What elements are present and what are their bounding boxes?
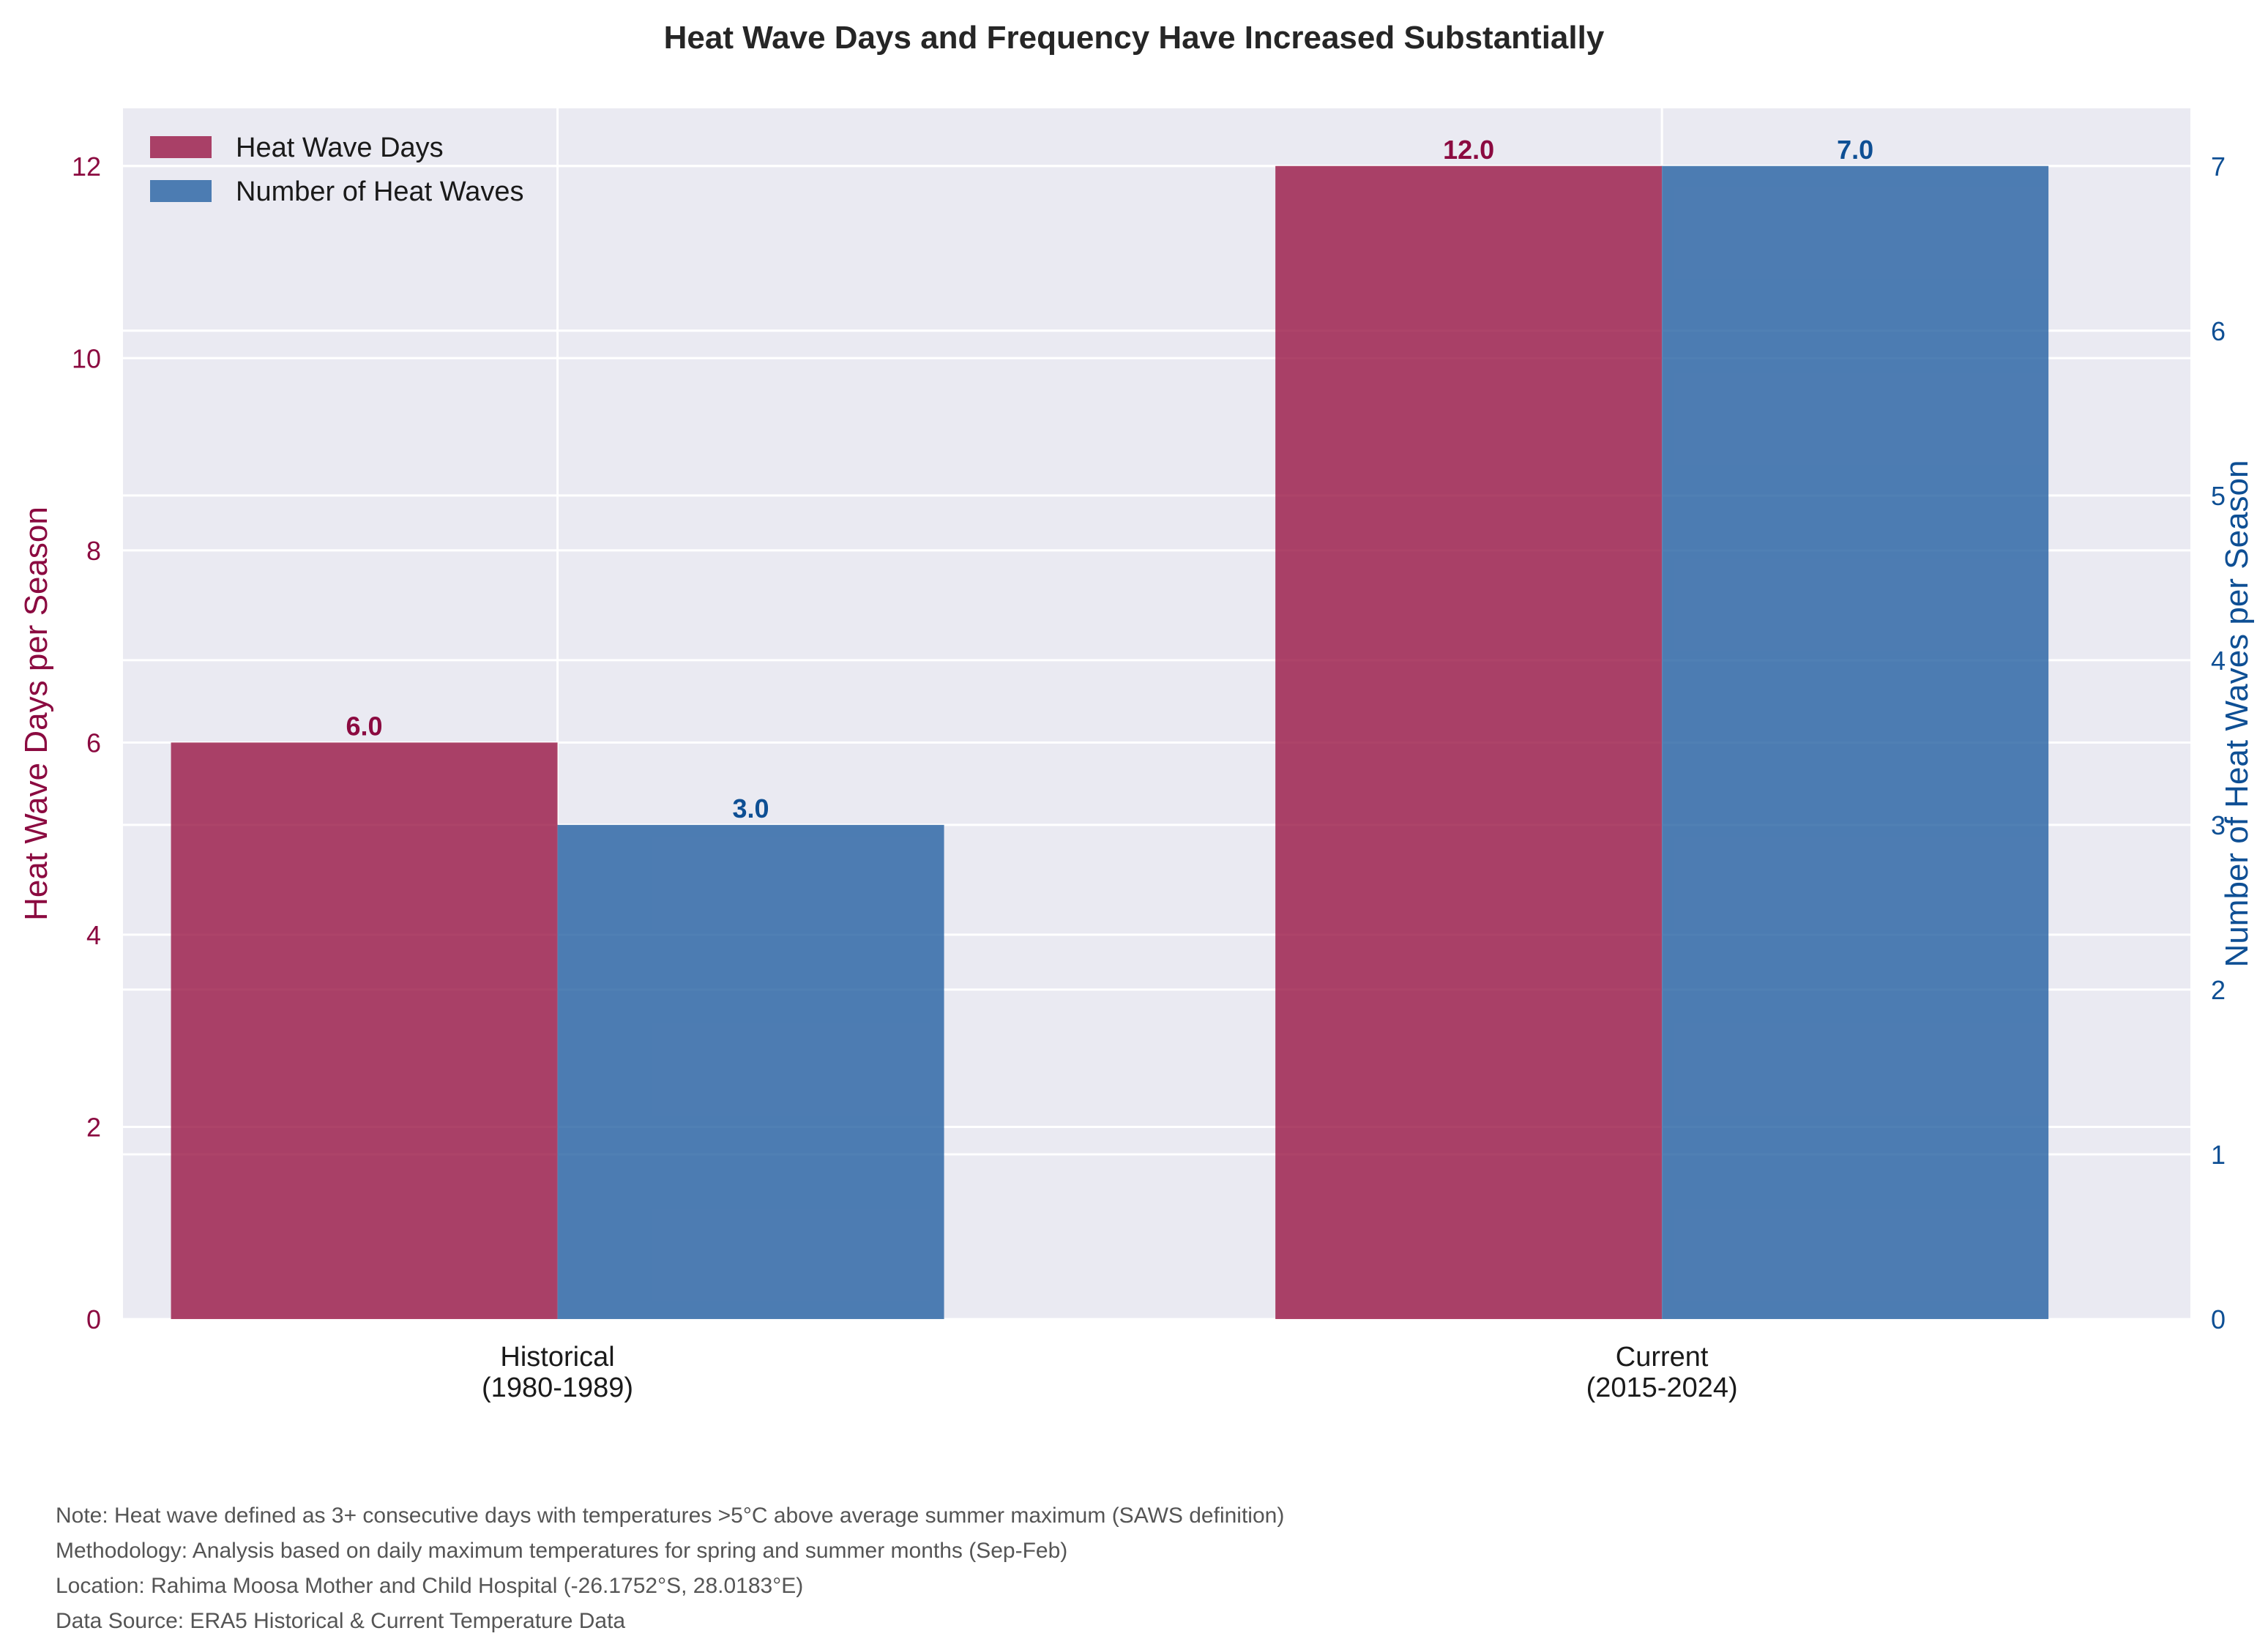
bar-number-of-heat-waves-0 — [557, 824, 944, 1319]
y-right-tick-label: 1 — [2211, 1140, 2226, 1170]
footnote-line: Methodology: Analysis based on daily max… — [56, 1539, 1067, 1563]
y-left-tick-label: 2 — [86, 1112, 101, 1142]
y-right-tick-label: 4 — [2211, 646, 2226, 676]
y-left-tick-label: 4 — [86, 920, 101, 950]
y-right-tick-label: 0 — [2211, 1304, 2226, 1334]
y-left-axis-label: Heat Wave Days per Season — [18, 507, 54, 921]
y-left-tick-label: 12 — [72, 152, 101, 182]
x-category-label: (2015-2024) — [1586, 1372, 1738, 1403]
y-left-ticks: 0 2 4 6 8 10 12 — [72, 152, 101, 1334]
y-right-tick-label: 5 — [2211, 481, 2226, 511]
bar-value-label: 3.0 — [733, 793, 769, 824]
y-left-tick-label: 0 — [86, 1304, 101, 1334]
chart-title: Heat Wave Days and Frequency Have Increa… — [664, 20, 1605, 56]
y-right-tick-label: 7 — [2211, 152, 2226, 182]
legend: Heat Wave Days Number of Heat Waves — [150, 132, 524, 207]
footnote-line: Note: Heat wave defined as 3+ consecutiv… — [56, 1504, 1284, 1528]
x-category-label: (1980-1989) — [482, 1372, 633, 1403]
bars — [171, 165, 2049, 1319]
y-left-tick-label: 6 — [86, 728, 101, 758]
y-right-tick-label: 6 — [2211, 316, 2226, 346]
bar-heat-wave-days-0 — [171, 742, 558, 1319]
bar-value-label: 6.0 — [346, 711, 383, 741]
legend-swatch — [150, 180, 212, 202]
footnote-line: Location: Rahima Moosa Mother and Child … — [56, 1574, 803, 1598]
legend-entry: Number of Heat Waves — [236, 176, 524, 207]
y-right-ticks: 0 1 2 3 4 5 6 7 — [2211, 152, 2226, 1334]
bar-value-label: 12.0 — [1443, 135, 1494, 165]
y-right-axis-label: Number of Heat Waves per Season — [2219, 460, 2255, 968]
y-right-tick-label: 2 — [2211, 975, 2226, 1005]
legend-swatch — [150, 136, 212, 158]
y-left-tick-label: 8 — [86, 536, 101, 566]
bar-number-of-heat-waves-1 — [1662, 165, 2049, 1319]
footnotes: Note: Heat wave defined as 3+ consecutiv… — [56, 1504, 1284, 1633]
x-category-label: Current — [1616, 1342, 1709, 1372]
bar-heat-wave-days-1 — [1275, 165, 1663, 1319]
bar-value-label: 7.0 — [1837, 135, 1873, 165]
bar-labels: 6.0 3.0 12.0 7.0 — [346, 135, 1874, 824]
y-left-tick-label: 10 — [72, 343, 101, 373]
legend-entry: Heat Wave Days — [236, 132, 444, 163]
footnote-line: Data Source: ERA5 Historical & Current T… — [56, 1609, 625, 1633]
x-category-labels: Historical(1980-1989) Current(2015-2024) — [482, 1342, 1738, 1403]
x-category-label: Historical — [500, 1342, 614, 1372]
y-right-tick-label: 3 — [2211, 810, 2226, 840]
